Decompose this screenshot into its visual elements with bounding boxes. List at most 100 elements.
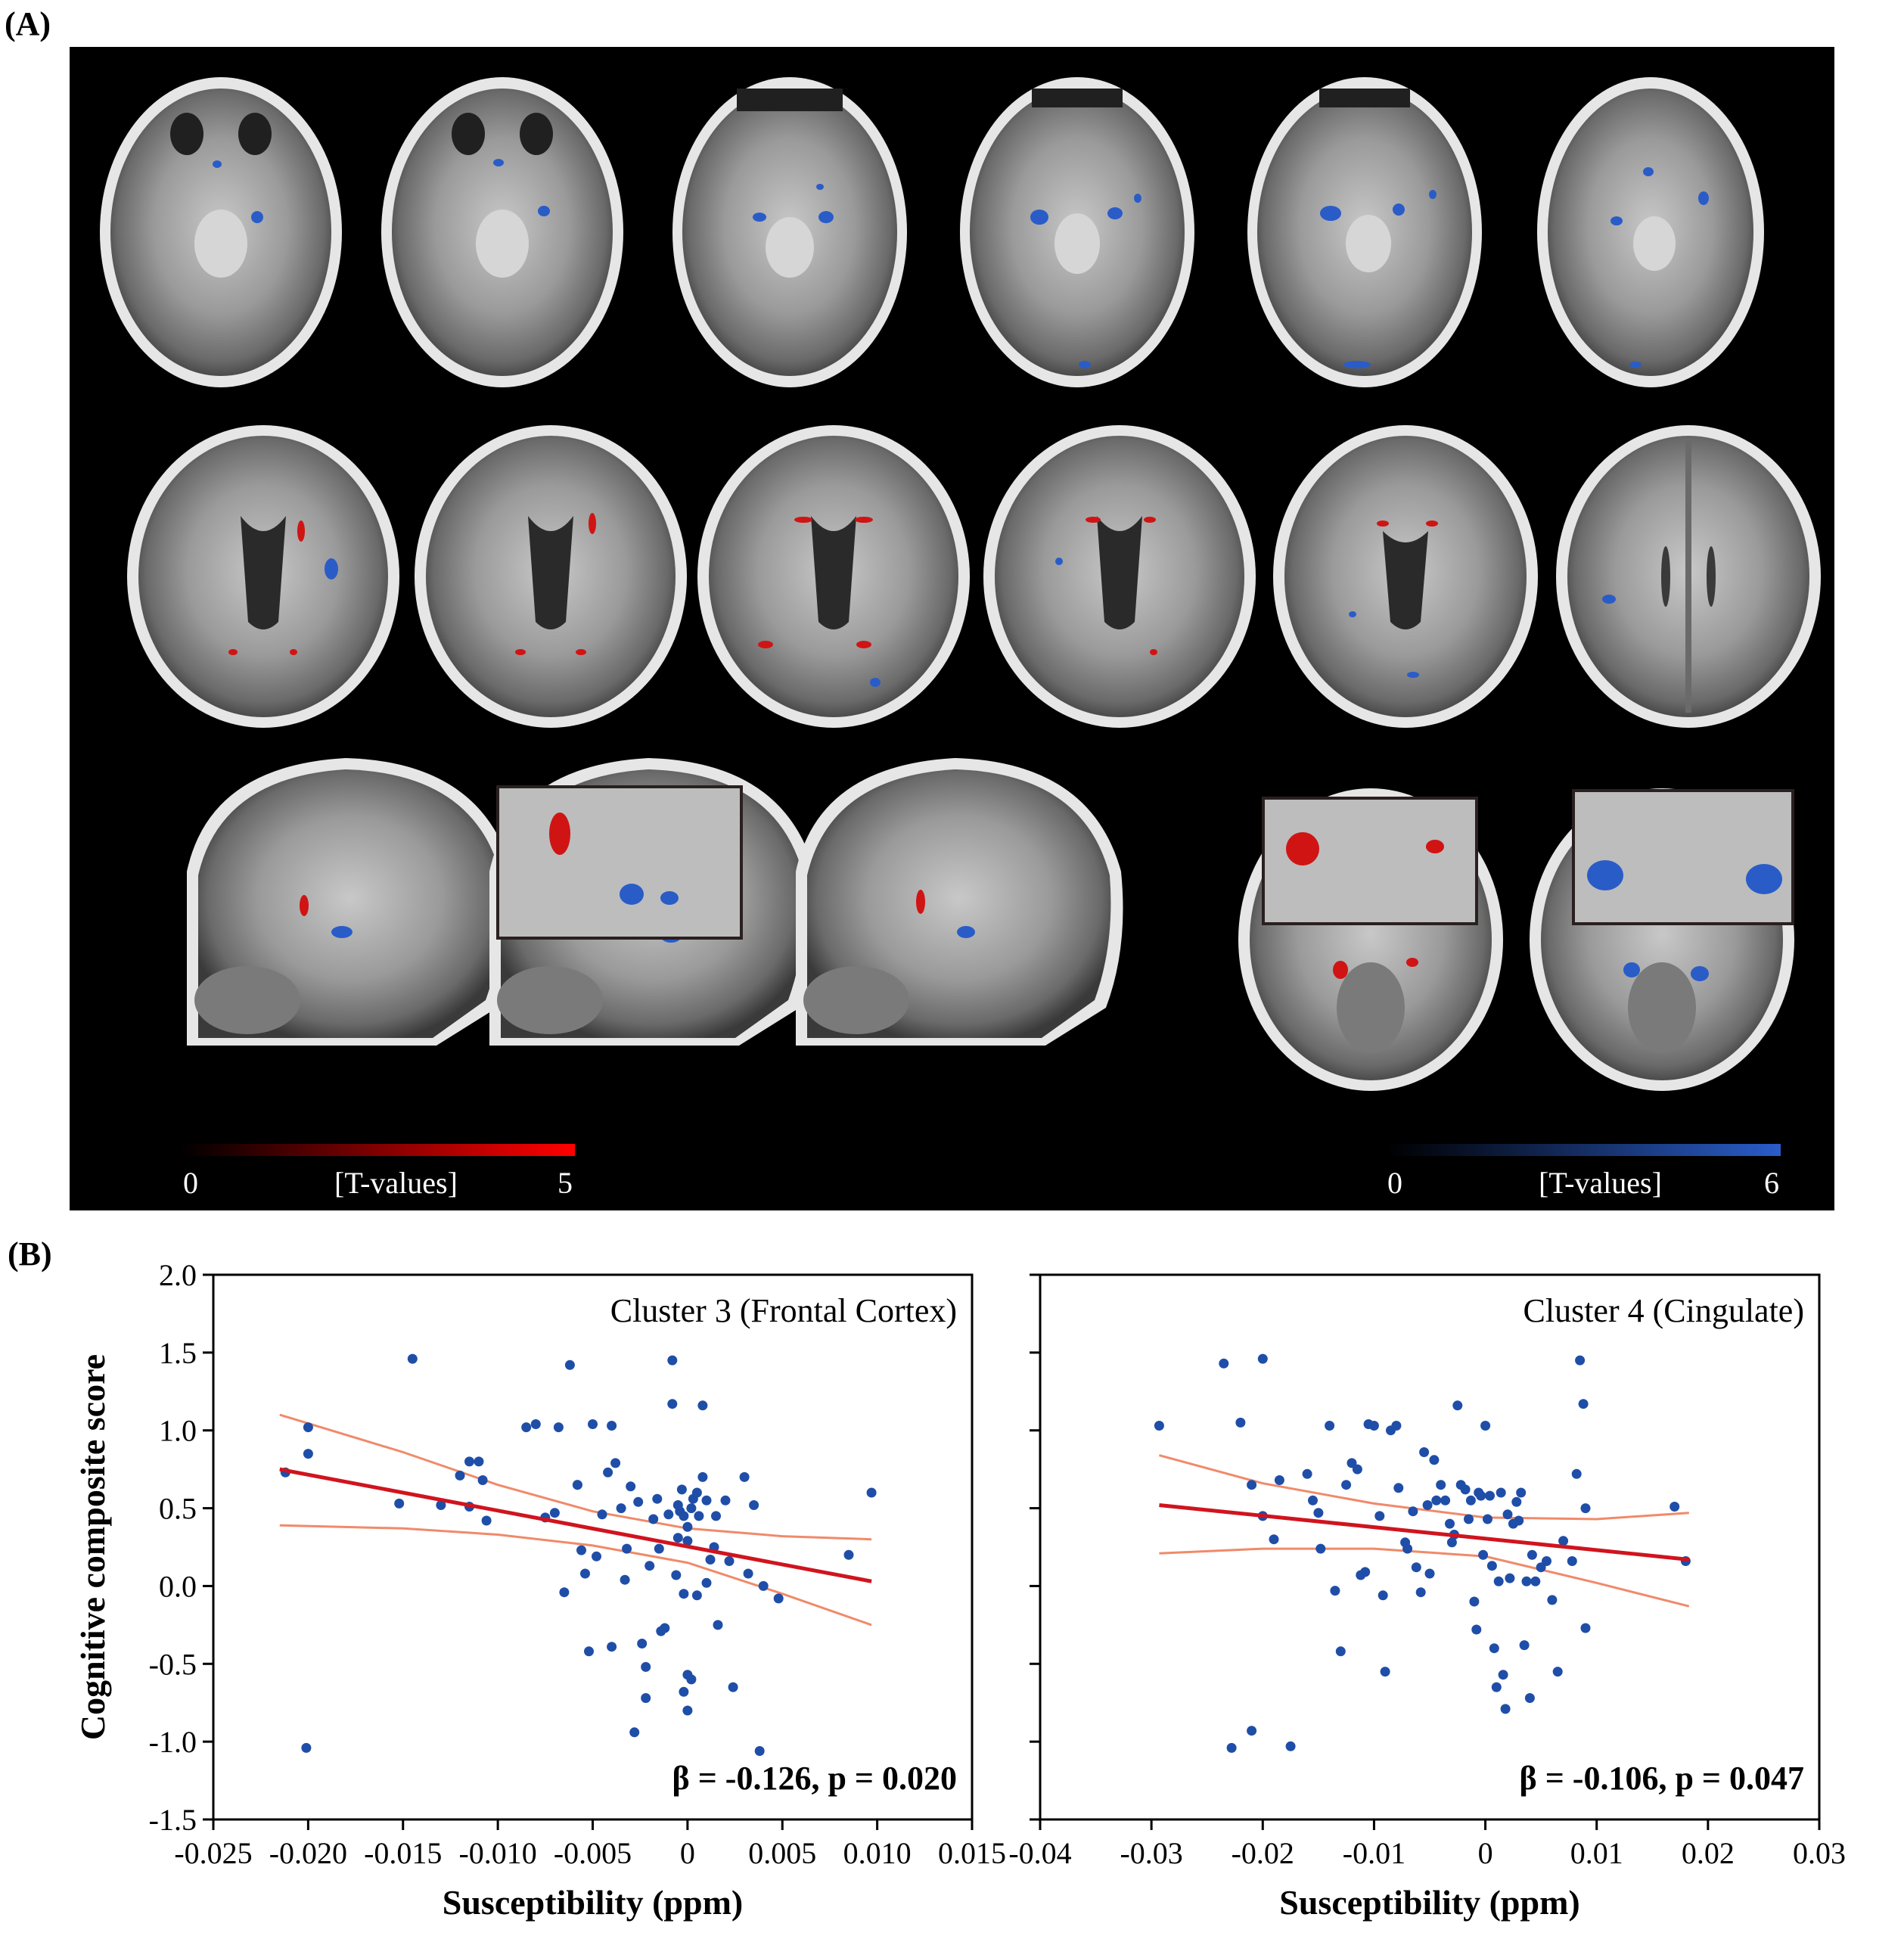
red-colorbar	[180, 1144, 575, 1156]
panel-b-label: (B)	[8, 1235, 52, 1272]
blue-colorbar	[1387, 1144, 1781, 1156]
x-tick-label: -0.03	[1120, 1836, 1182, 1870]
data-point	[652, 1493, 663, 1504]
regression-line	[1159, 1502, 1690, 1561]
data-point	[697, 1471, 708, 1482]
blue-colorbar-label: [T-values]	[1539, 1166, 1662, 1200]
blue-colorbar-max: 6	[1764, 1166, 1779, 1200]
data-point	[682, 1705, 693, 1716]
x-tick-label: -0.02	[1232, 1836, 1294, 1870]
data-point	[641, 1661, 651, 1672]
data-point	[754, 1746, 765, 1756]
data-point	[626, 1481, 636, 1492]
data-point	[1436, 1480, 1446, 1490]
data-point	[1335, 1646, 1346, 1657]
scatter-chart-cluster-3: 2.01.51.00.50.0-0.5-1.0-1.5-0.025 -0.020-…	[73, 1258, 1006, 1922]
data-point	[843, 1549, 854, 1560]
plot-frame	[212, 1273, 974, 1821]
data-point	[1341, 1480, 1352, 1490]
data-point	[1669, 1502, 1680, 1512]
data-point	[672, 1500, 683, 1510]
data-point	[691, 1487, 702, 1498]
data-point	[1431, 1495, 1442, 1506]
data-point	[724, 1556, 735, 1566]
red-colorbar-max: 5	[558, 1166, 573, 1200]
data-point	[521, 1422, 532, 1433]
data-point	[663, 1509, 674, 1520]
data-point	[679, 1511, 689, 1521]
data-point	[637, 1639, 648, 1648]
x-tick-label: -0.04	[1008, 1836, 1071, 1870]
data-point	[603, 1467, 613, 1478]
data-point	[1411, 1562, 1421, 1573]
data-point	[773, 1593, 784, 1604]
data-point	[1374, 1511, 1385, 1521]
data-point	[1429, 1455, 1440, 1465]
data-point	[1580, 1623, 1591, 1633]
data-point	[1325, 1421, 1335, 1431]
y-tick-label: 0.5	[159, 1492, 197, 1526]
data-point	[1558, 1536, 1569, 1546]
data-point	[1516, 1487, 1527, 1498]
chart-title: Cluster 4 (Cingulate)	[1524, 1292, 1805, 1329]
data-point	[728, 1682, 738, 1692]
data-point	[672, 1533, 683, 1543]
data-point	[1471, 1624, 1482, 1635]
data-point	[559, 1587, 570, 1598]
data-point	[1285, 1741, 1296, 1751]
y-tick-label: 0.0	[159, 1569, 197, 1603]
data-point	[1424, 1568, 1435, 1579]
sagittal-inset	[496, 785, 743, 940]
data-point	[645, 1561, 655, 1571]
data-point	[1580, 1503, 1591, 1514]
data-point	[1530, 1576, 1541, 1586]
data-point	[679, 1686, 689, 1697]
x-tick-label: 0	[1478, 1836, 1493, 1870]
data-point	[576, 1545, 586, 1555]
x-tick-label: 0.010	[843, 1836, 912, 1870]
data-point	[1446, 1537, 1457, 1548]
data-point	[749, 1500, 759, 1510]
data-point	[1578, 1399, 1589, 1409]
data-point	[758, 1580, 769, 1591]
x-tick-label: -0.020	[269, 1836, 347, 1870]
coronal-inset	[1262, 797, 1478, 925]
data-point	[648, 1514, 659, 1524]
data-point	[682, 1521, 693, 1532]
axial-slice	[1556, 425, 1821, 728]
ci-lower-line	[1159, 1547, 1690, 1608]
data-point	[1415, 1587, 1426, 1598]
coronal-row	[1238, 788, 1794, 1091]
axial-slice	[672, 77, 907, 387]
data-point	[1360, 1567, 1371, 1577]
sagittal-slice	[187, 758, 514, 1046]
data-point	[1511, 1496, 1522, 1507]
x-tick-label: 0.005	[748, 1836, 816, 1870]
data-point	[1464, 1514, 1474, 1524]
y-tick-label: -1.5	[149, 1803, 197, 1837]
axial-slice	[983, 425, 1256, 728]
data-point	[686, 1503, 697, 1514]
data-point	[711, 1511, 721, 1521]
mri-montage	[100, 77, 1821, 1156]
data-point	[1500, 1704, 1511, 1714]
x-tick-label: -0.025	[174, 1836, 252, 1870]
scatter-chart-cluster-4: -0.04 -0.03 -0.02 -0.01 0 0.01 0.02 0.03 Cluster…	[1008, 1273, 1846, 1922]
data-point	[1235, 1417, 1246, 1428]
data-point	[866, 1487, 877, 1498]
data-point	[597, 1509, 607, 1520]
data-point	[1547, 1595, 1558, 1605]
data-point	[682, 1536, 693, 1546]
data-point	[743, 1568, 753, 1579]
axial-row-2	[127, 425, 1821, 728]
data-point	[654, 1543, 664, 1554]
data-point	[1567, 1556, 1577, 1566]
data-point	[616, 1503, 626, 1514]
data-point	[1575, 1355, 1586, 1366]
data-point	[303, 1422, 313, 1433]
x-tick-label: 0.015	[938, 1836, 1006, 1870]
axial-slice	[381, 77, 623, 387]
ci-upper-line	[279, 1413, 872, 1541]
data-point	[1498, 1670, 1508, 1680]
data-point	[1476, 1490, 1486, 1501]
